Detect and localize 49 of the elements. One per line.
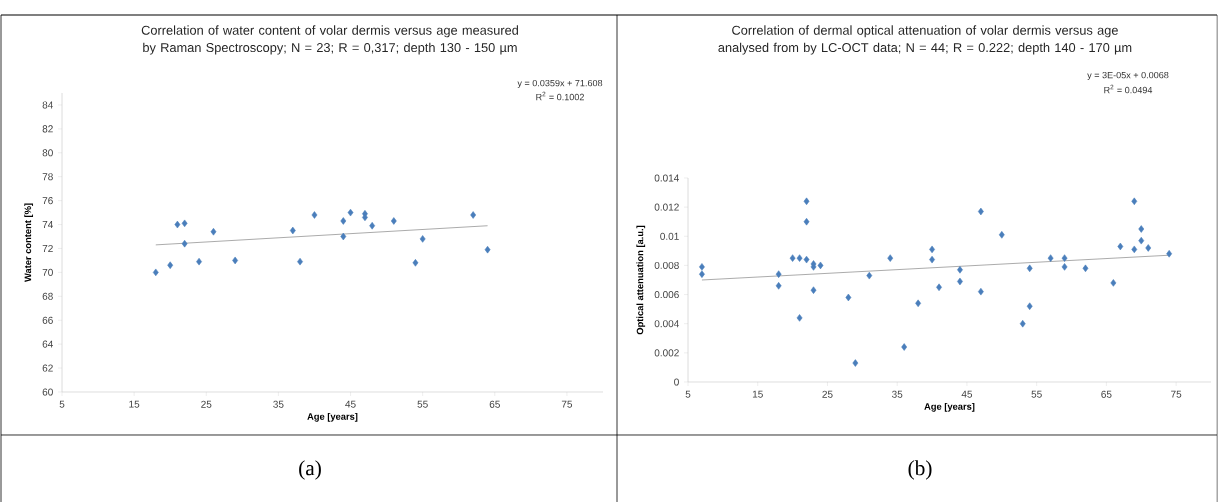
chart-title: Correlation of dermal optical attenuation of volar dermis versus age analysed from by LC-OCT data; N = 44; R = 0.222; depth 140 - 170 µm: [718, 25, 1132, 55]
x-tick-label: 5: [59, 400, 65, 408]
y-tick-label: 0.008: [654, 261, 679, 269]
x-tick-label: 45: [961, 390, 973, 398]
x-tick-label: 35: [273, 400, 284, 408]
x-axis-title: Age [years]: [924, 402, 975, 412]
x-tick-label: 55: [1031, 390, 1042, 398]
y-tick-label: 0.004: [654, 319, 679, 328]
y-tick-label: 72: [42, 244, 53, 252]
x-tick-label: 15: [129, 400, 140, 408]
x-tick-label: 25: [201, 400, 212, 408]
x-tick-label: 75: [1171, 390, 1182, 398]
x-tick-label: 15: [752, 390, 763, 398]
y-tick-label: 76: [42, 196, 53, 204]
y-tick-label: 0: [674, 378, 679, 386]
text: (b): [908, 460, 932, 480]
y-axis-title: Water content [%]: [24, 203, 34, 282]
y-tick-label: 80: [42, 149, 53, 157]
x-axis-title: Age [years]: [307, 412, 358, 422]
y-tick-label: 66: [42, 316, 53, 324]
y-tick-label: 0.012: [654, 203, 679, 211]
x-tick-label: 65: [489, 400, 500, 408]
y-tick-label: 62: [42, 364, 53, 372]
x-tick-label: 25: [822, 390, 833, 398]
y-tick-label: 0.006: [654, 290, 679, 298]
y-tick-label: 0.014: [654, 174, 679, 182]
y-tick-label: 78: [42, 172, 53, 181]
y-tick-label: 0.002: [654, 349, 679, 357]
y-tick-label: 82: [42, 125, 53, 133]
y-tick-label: 84: [42, 101, 53, 109]
y-axis-title: Optical attenuation [a.u.]: [636, 225, 646, 335]
y-tick-label: 60: [42, 388, 53, 396]
x-tick-label: 35: [892, 390, 903, 398]
x-tick-label: 75: [561, 400, 573, 408]
x-tick-label: 5: [685, 390, 691, 398]
y-tick-label: 68: [42, 292, 53, 300]
y-tick-label: 70: [42, 268, 53, 276]
chart-title: Correlation of water content of volar dermis versus age measured by Raman Spectroscopy; N = 23; R = 0,317; depth 130 - 150 µm: [141, 25, 518, 55]
y-tick-label: 74: [42, 220, 53, 228]
x-tick-label: 45: [345, 400, 356, 408]
text: R$^{2}$ = 0.0494: [1104, 84, 1153, 94]
text: (a): [299, 460, 321, 480]
text: y = 0.0359x + 71.608: [517, 79, 603, 88]
y-tick-label: 64: [42, 340, 53, 348]
x-tick-label: 55: [417, 400, 428, 408]
x-tick-label: 65: [1101, 390, 1112, 398]
annotation: R$^{2}$ = 0.1002: [536, 91, 584, 101]
y-tick-label: 0.01: [660, 232, 679, 240]
text: y = 3E-05x + 0.0068: [1087, 71, 1169, 80]
